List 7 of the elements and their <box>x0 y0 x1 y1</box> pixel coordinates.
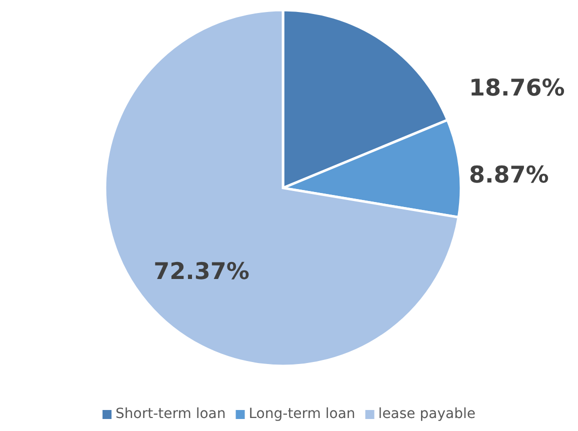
data-label: 72.37% <box>154 259 250 286</box>
legend-label: lease payable <box>378 406 476 422</box>
legend-label: Long-term loan <box>248 406 356 422</box>
pie-slice <box>104 8 460 368</box>
data-label: 18.76% <box>469 75 565 102</box>
legend-label: Short-term loan <box>116 406 226 422</box>
data-label: 8.87% <box>469 162 549 188</box>
